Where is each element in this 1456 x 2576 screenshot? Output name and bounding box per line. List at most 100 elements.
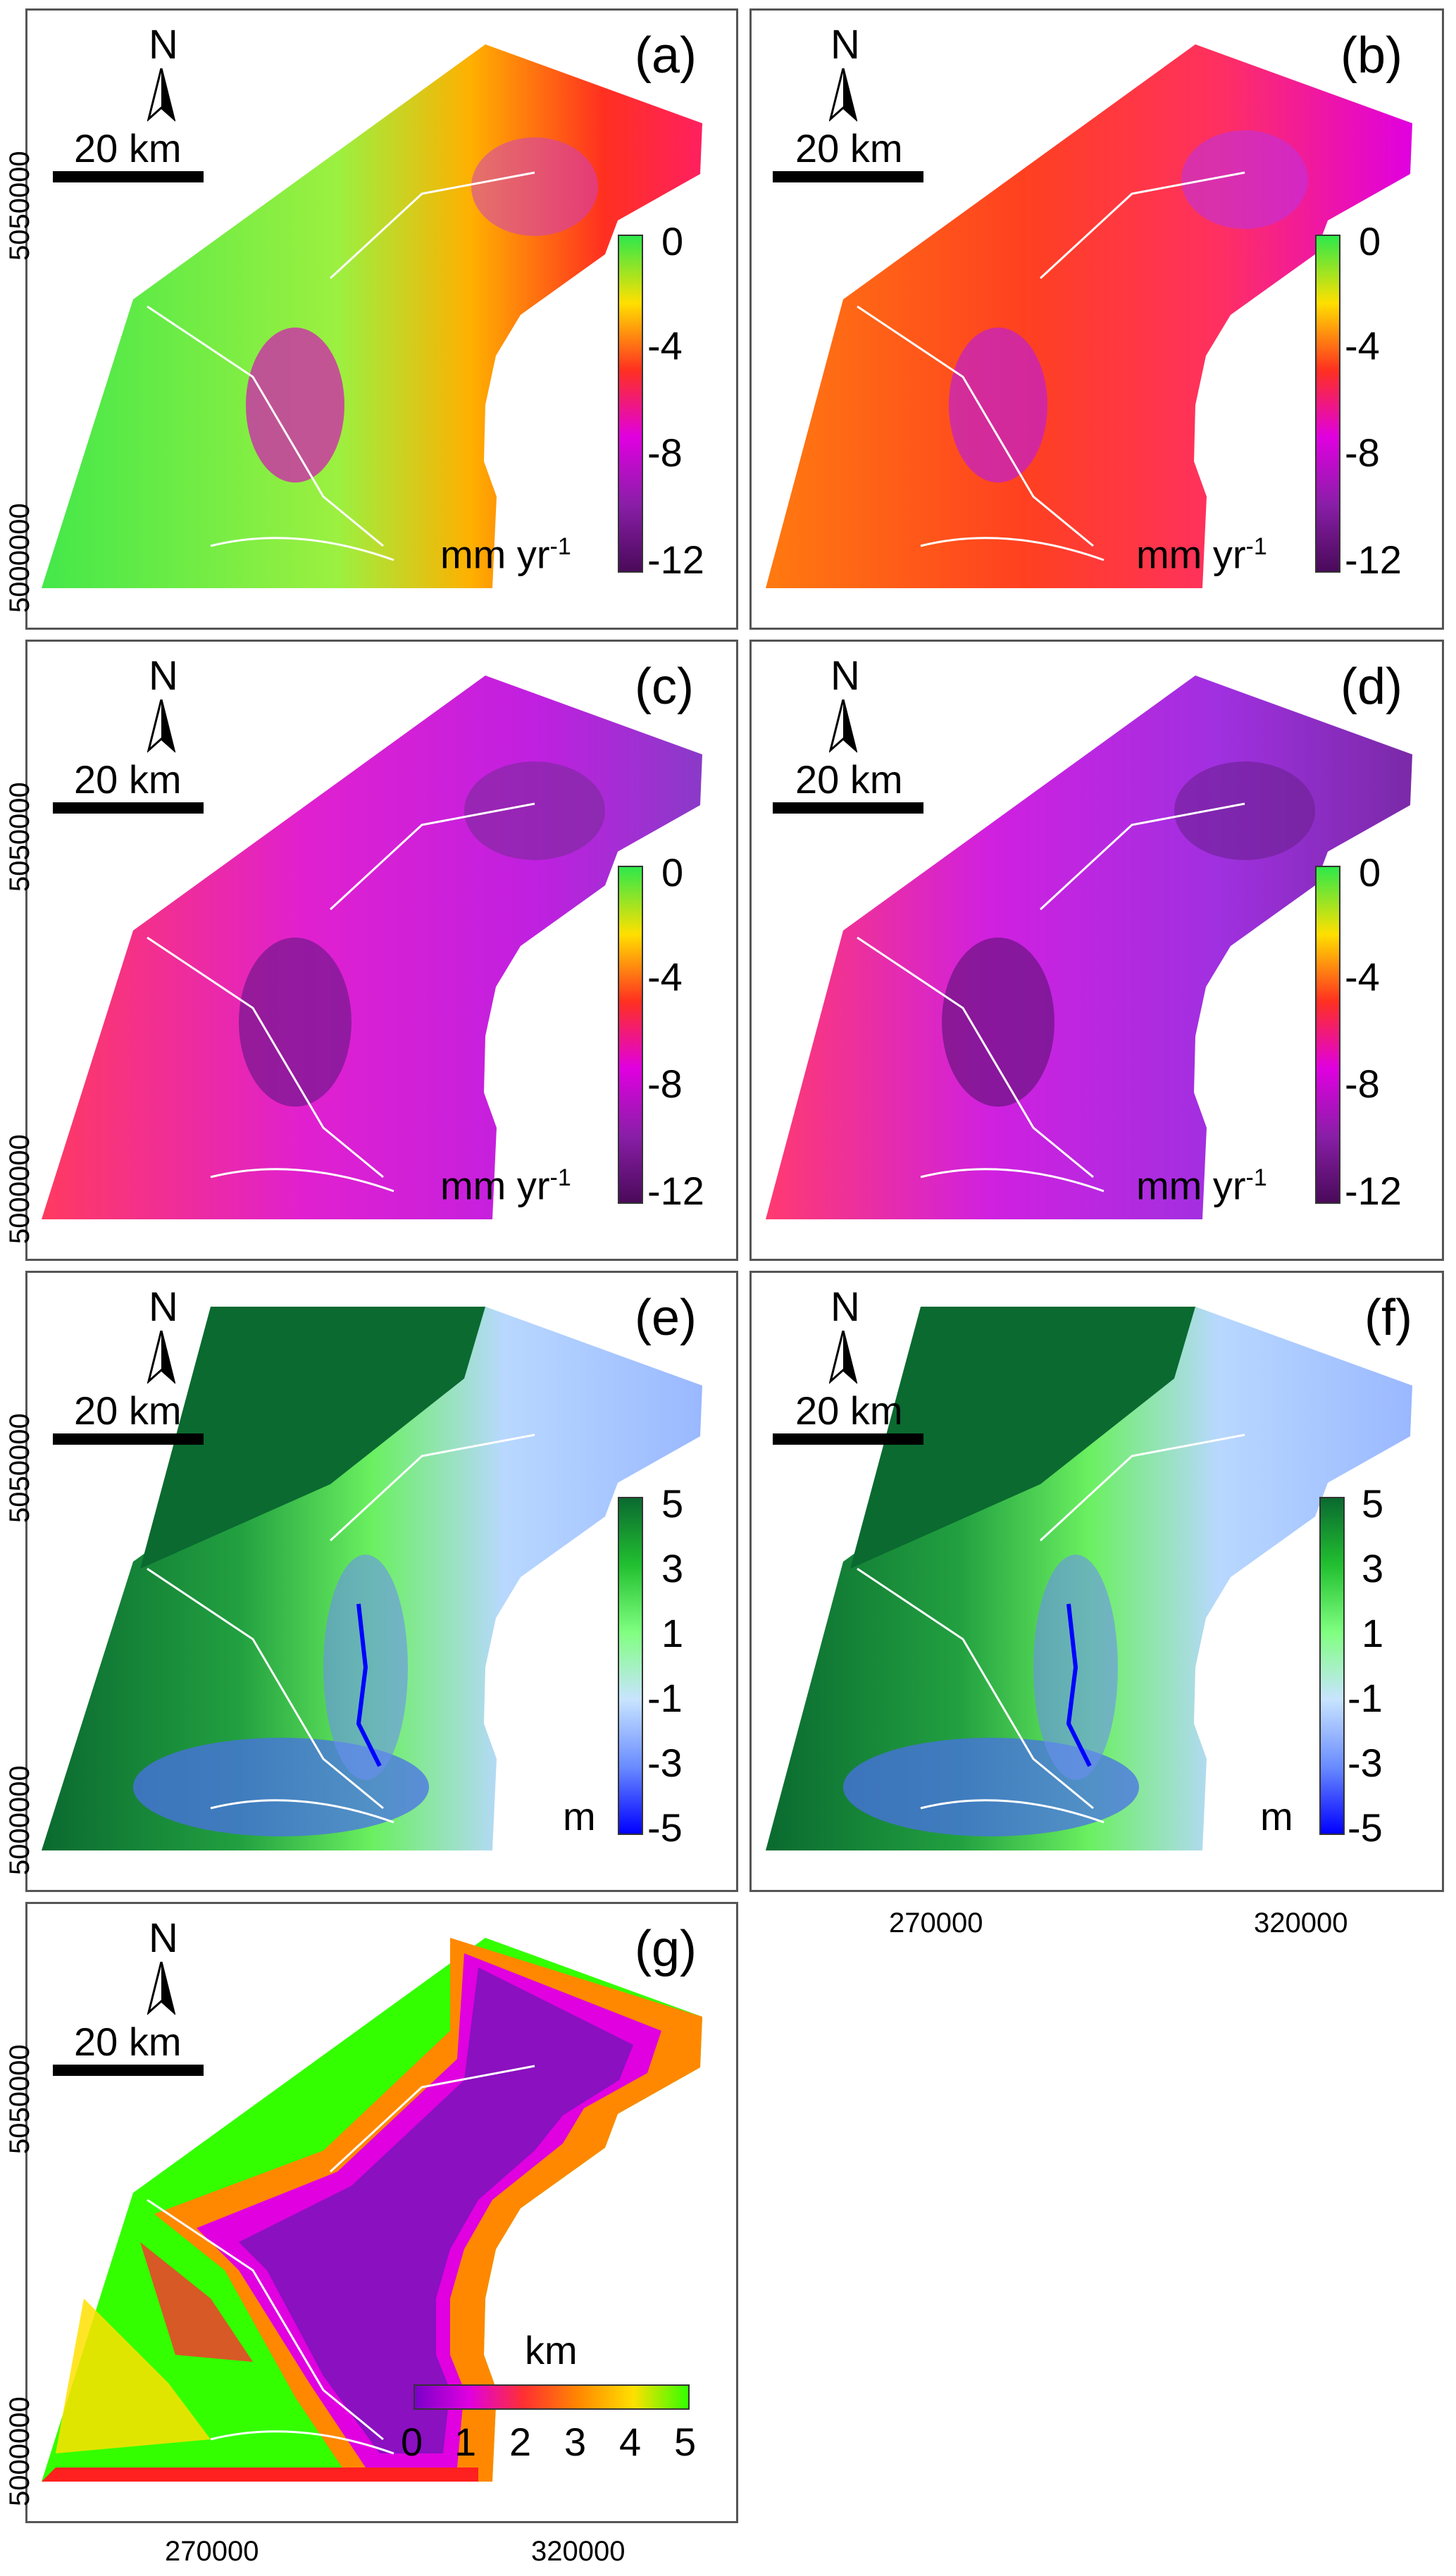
y-tick-label: 5050000	[4, 151, 35, 261]
y-tick-label: 5000000	[4, 503, 35, 613]
colorbar-tick: 0	[1359, 850, 1381, 895]
scale-label: 20 km	[74, 126, 182, 170]
colorbar-tick: -3	[1348, 1741, 1383, 1785]
colorbar-tick: 3	[661, 1546, 684, 1591]
colorbar-tick: 0	[1359, 219, 1381, 263]
north-label: N	[149, 1284, 178, 1330]
scale-label: 20 km	[795, 1388, 903, 1433]
map-f	[766, 1307, 1412, 1850]
scale-label: 20 km	[74, 1388, 182, 1433]
panel-label: (b)	[1340, 27, 1402, 84]
y-tick-label: 5000000	[4, 2396, 35, 2506]
north-label: N	[149, 653, 178, 699]
panel-label: (e)	[635, 1290, 697, 1346]
colorbar-tick: -1	[647, 1676, 683, 1720]
map-a	[42, 44, 702, 588]
panel-a: N 20 km (a) 0 -4 -8 -12 mm yr-1	[25, 8, 738, 630]
colorbar-tick: -1	[1348, 1676, 1383, 1720]
colorbar-tick: -12	[647, 1169, 704, 1213]
map-g	[42, 1938, 702, 2482]
panel-d: N 20 km (d) 0 -4 -8 -12 mm yr-1	[749, 640, 1444, 1261]
panel-g: N 20 km (g) km 0 1 2 3 4 5	[25, 1902, 738, 2523]
panel-b: N 20 km (b) 0 -4 -8 -12 mm yr-1	[749, 8, 1444, 630]
north-label: N	[830, 1284, 860, 1330]
north-label: N	[149, 1915, 178, 1961]
panel-label: (f)	[1364, 1290, 1412, 1346]
colorbar-tick: 5	[1362, 1481, 1384, 1526]
x-tick-label: 320000	[1254, 1908, 1348, 1939]
scale-bar	[773, 802, 923, 814]
colorbar-tick: 5	[661, 1481, 684, 1526]
map-b	[766, 44, 1412, 588]
colorbar-tick: -5	[647, 1805, 683, 1850]
unit-label: mm yr-1	[1136, 532, 1267, 577]
x-tick-label: 270000	[889, 1908, 983, 1939]
colorbar	[413, 2384, 690, 2410]
colorbar-tick: -8	[647, 430, 683, 475]
colorbar	[618, 1497, 643, 1835]
scale-label: 20 km	[795, 126, 903, 170]
y-tick-label: 5000000	[4, 1765, 35, 1875]
colorbar-tick: -4	[1345, 323, 1380, 368]
scale-bar	[773, 1433, 923, 1445]
panel-label: (g)	[635, 1921, 697, 1977]
y-tick-label: 5050000	[4, 1413, 35, 1523]
colorbar-tick: 3	[1362, 1546, 1384, 1591]
colorbar-tick: -12	[647, 537, 704, 582]
colorbar-tick: 1	[1362, 1611, 1384, 1655]
scale-bar	[53, 171, 204, 182]
colorbar-title: km	[525, 2328, 578, 2372]
north-arrow-icon	[829, 1331, 857, 1384]
x-tick-label: 270000	[165, 2536, 259, 2567]
colorbar-tick: -4	[1345, 954, 1380, 999]
north-arrow-icon	[147, 1331, 175, 1384]
x-tick-label: 320000	[531, 2536, 626, 2567]
colorbar-tick: 1	[454, 2420, 477, 2464]
y-tick-label: 5050000	[4, 2044, 35, 2154]
scale-label: 20 km	[74, 2020, 182, 2064]
north-label: N	[830, 653, 860, 699]
map-d	[766, 676, 1412, 1219]
y-tick-label: 5050000	[4, 782, 35, 892]
y-tick-label: 5000000	[4, 1134, 35, 1244]
colorbar-tick: -8	[647, 1062, 683, 1106]
colorbar-tick: 1	[661, 1611, 684, 1655]
colorbar-tick: 3	[564, 2420, 587, 2464]
colorbar-tick: -8	[1345, 1062, 1380, 1106]
colorbar-tick: 4	[619, 2420, 642, 2464]
unit-label: m	[1260, 1794, 1293, 1838]
north-arrow-icon	[147, 1962, 175, 2015]
north-label: N	[149, 22, 178, 68]
panel-label: (a)	[635, 27, 697, 84]
colorbar-tick: -4	[647, 954, 683, 999]
colorbar-tick: 0	[401, 2420, 423, 2464]
unit-label: mm yr-1	[1136, 1163, 1267, 1208]
colorbar-tick: 0	[661, 219, 684, 263]
colorbar-tick: -3	[647, 1741, 683, 1785]
colorbar	[1315, 235, 1340, 573]
colorbar-tick: 0	[661, 850, 684, 895]
panel-f: N 20 km (f) 5 3 1 -1 -3 -5 m	[749, 1271, 1444, 1892]
panel-c: N 20 km (c) 0 -4 -8 -12 mm yr-1	[25, 640, 738, 1261]
north-arrow-icon	[147, 68, 175, 122]
colorbar	[618, 235, 643, 573]
north-arrow-icon	[829, 699, 857, 753]
north-arrow-icon	[147, 699, 175, 753]
map-e	[42, 1307, 702, 1850]
colorbar	[618, 866, 643, 1204]
colorbar	[1319, 1497, 1345, 1835]
scale-bar	[53, 2065, 204, 2076]
unit-label: mm yr-1	[440, 1163, 571, 1208]
scale-label: 20 km	[74, 757, 182, 802]
scale-label: 20 km	[795, 757, 903, 802]
map-c	[42, 676, 702, 1219]
colorbar-tick: -4	[647, 323, 683, 368]
colorbar-tick: 2	[509, 2420, 532, 2464]
colorbar-tick: -8	[1345, 430, 1380, 475]
colorbar	[1315, 866, 1340, 1204]
scale-bar	[773, 171, 923, 182]
colorbar-tick: -5	[1348, 1805, 1383, 1850]
colorbar-tick: -12	[1345, 537, 1402, 582]
panel-e: N 20 km (e) 5 3 1 -1 -3 -5 m	[25, 1271, 738, 1892]
unit-label: m	[563, 1794, 596, 1838]
